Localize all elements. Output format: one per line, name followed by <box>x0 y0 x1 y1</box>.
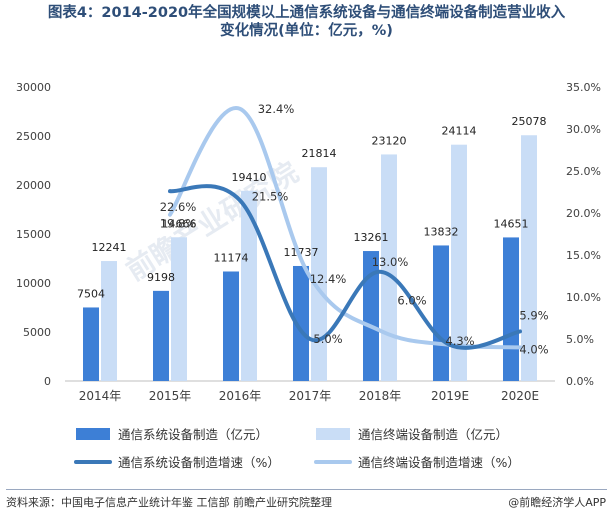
x-axis-tick: 2015年 <box>149 389 192 403</box>
line-label-terminal: 4.0% <box>519 342 548 356</box>
left-axis-tick: 5000 <box>23 326 51 339</box>
footer: 资料来源：中国电子信息产业统计年鉴 工信部 前瞻产业研究院整理 @前瞻经济学人A… <box>6 494 606 514</box>
right-axis-tick: 35.0% <box>566 81 601 94</box>
brand-credit: @前瞻经济学人APP <box>508 496 606 509</box>
line-label-terminal: 12.4% <box>310 272 347 286</box>
right-axis-tick: 0.0% <box>566 375 594 388</box>
bar-label-terminal: 25078 <box>512 115 547 128</box>
line-label-terminal: 32.4% <box>258 102 295 116</box>
left-axis-tick: 15000 <box>16 228 51 241</box>
bar-system-equipment <box>223 271 239 381</box>
bar-system-equipment <box>83 307 99 381</box>
bar-system-equipment <box>503 237 519 381</box>
bar-system-equipment <box>293 265 309 381</box>
x-axis-tick: 2020E <box>501 389 539 403</box>
line-label-system: 5.0% <box>313 332 342 346</box>
bar-label-system: 13832 <box>424 225 459 238</box>
legend-swatch-bar <box>76 428 110 440</box>
bar-label-terminal: 14666 <box>162 217 197 230</box>
bar-terminal-equipment <box>451 144 467 381</box>
x-axis-tick: 2016年 <box>219 389 262 403</box>
bar-system-equipment <box>433 245 449 381</box>
right-axis-tick: 15.0% <box>566 249 601 262</box>
right-axis-tick: 5.0% <box>566 333 594 346</box>
line-label-terminal: 19.8% <box>160 217 197 231</box>
bar-terminal-equipment <box>171 237 187 381</box>
left-axis-tick: 10000 <box>16 277 51 290</box>
bar-label-system: 13261 <box>354 231 389 244</box>
left-axis-tick: 0 <box>44 375 51 388</box>
right-axis-tick: 20.0% <box>566 207 601 220</box>
legend-label: 通信系统设备制造增速（%） <box>118 455 280 470</box>
bar-terminal-equipment <box>381 154 397 381</box>
bar-label-system: 11737 <box>284 246 319 259</box>
bar-system-equipment <box>363 251 379 381</box>
left-axis-tick: 20000 <box>16 179 51 192</box>
line-label-system: 21.5% <box>252 189 289 203</box>
bar-label-terminal: 23120 <box>372 134 407 147</box>
bar-label-terminal: 12241 <box>92 241 127 254</box>
left-axis-tick: 25000 <box>16 130 51 143</box>
watermark: 前瞻产业研究院 <box>120 155 304 287</box>
source-note: 资料来源：中国电子信息产业统计年鉴 工信部 前瞻产业研究院整理 <box>6 496 332 509</box>
line-label-system: 22.6% <box>160 200 197 214</box>
chart-title-line2: 变化情况(单位：亿元，%) <box>220 23 393 39</box>
right-axis-tick: 30.0% <box>566 123 601 136</box>
bar-label-terminal: 24114 <box>442 125 477 138</box>
legend-label: 通信终端设备制造（亿元） <box>358 427 508 442</box>
bar-terminal-equipment <box>311 167 327 381</box>
bar-terminal-equipment <box>521 135 537 381</box>
line-label-system: 13.0% <box>372 255 409 269</box>
x-axis-tick: 2019E <box>431 389 469 403</box>
x-axis-tick: 2018年 <box>359 389 402 403</box>
bar-label-system: 9198 <box>147 271 175 284</box>
bar-label-system: 7504 <box>77 287 105 300</box>
line-label-terminal: 6.0% <box>397 294 426 308</box>
bar-terminal-equipment <box>101 261 117 381</box>
x-axis-tick: 2017年 <box>289 389 332 403</box>
bar-label-terminal: 19410 <box>232 171 267 184</box>
chart-title-line1: 图表4：2014-2020年全国规模以上通信系统设备与通信终端设备制造营业收入 <box>47 5 566 21</box>
left-axis-tick: 30000 <box>16 81 51 94</box>
footer-divider <box>6 489 607 490</box>
chart-title: 图表4：2014-2020年全国规模以上通信系统设备与通信终端设备制造营业收入 … <box>0 4 613 40</box>
x-axis-tick: 2014年 <box>79 389 122 403</box>
bar-label-system: 14651 <box>494 217 529 230</box>
legend-label: 通信终端设备制造增速（%） <box>358 455 520 470</box>
bar-label-system: 11174 <box>214 251 249 264</box>
bar-terminal-equipment <box>241 190 257 381</box>
right-axis-tick: 10.0% <box>566 291 601 304</box>
legend-label: 通信系统设备制造（亿元） <box>118 427 268 442</box>
legend-swatch-bar <box>316 428 350 440</box>
right-axis-tick: 25.0% <box>566 165 601 178</box>
line-label-system: 4.3% <box>445 334 474 348</box>
bar-system-equipment <box>153 290 169 381</box>
line-label-system: 5.9% <box>519 308 548 322</box>
bar-label-terminal: 21814 <box>302 147 337 160</box>
line-system-growth <box>168 184 522 350</box>
